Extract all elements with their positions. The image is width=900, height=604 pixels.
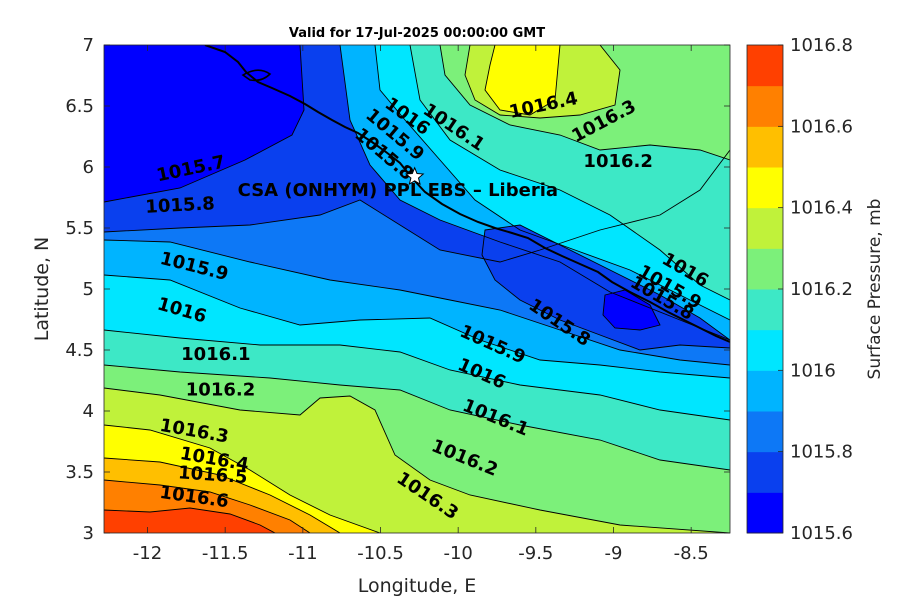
contour-line — [104, 149, 730, 263]
contour-line — [464, 45, 621, 119]
colorbar-swatch — [747, 370, 783, 412]
contour-line — [104, 364, 730, 471]
contour-label: 1016.2 — [583, 151, 652, 172]
x-axis-label: Longitude, E — [358, 575, 477, 597]
colorbar-tick-label: 1016.6 — [790, 116, 853, 137]
colorbar-swatch — [747, 451, 783, 493]
y-tick-label: 6.5 — [65, 96, 94, 117]
colorbar-tick-label: 1015.6 — [790, 523, 853, 544]
contour-line — [339, 45, 730, 341]
x-axis: -12 -11.5 -11 -10.5 -10 -9.5 -9 -8.5 — [133, 45, 709, 564]
y-tick-label: 4.5 — [65, 340, 94, 361]
station-marker: CSA (ONHYM) PPL EBS – Liberia — [238, 166, 558, 201]
colorbar-swatch — [747, 411, 783, 453]
x-tick-label: -10 — [443, 543, 472, 564]
y-tick-label: 7 — [83, 35, 94, 56]
contour-line — [409, 45, 730, 301]
contour-label: 1016.2 — [186, 379, 255, 400]
station-label: CSA (ONHYM) PPL EBS – Liberia — [238, 180, 558, 201]
colorbar-label: Surface Pressure, mb — [865, 199, 885, 380]
colorbar-tick-label: 1016 — [790, 360, 836, 381]
contour-line — [104, 457, 341, 533]
x-tick-label: -9 — [605, 543, 623, 564]
y-tick-label: 5.5 — [65, 218, 94, 239]
y-tick-label: 3.5 — [65, 462, 94, 483]
colorbar-swatch — [747, 167, 783, 209]
x-tick-label: -12 — [133, 543, 162, 564]
x-tick-label: -10.5 — [357, 543, 404, 564]
colorbar-swatch — [747, 492, 783, 534]
pressure-band-1016-7-south — [104, 508, 275, 533]
contour-line — [104, 329, 730, 421]
y-tick-label: 3 — [83, 523, 94, 544]
coastline — [204, 45, 730, 343]
colorbar-swatch — [747, 329, 783, 371]
pressure-band-1015-6 — [104, 45, 304, 202]
y-axis: 3 3.5 4 4.5 5 5.5 6 6.5 7 — [65, 35, 730, 544]
chart-title: Valid for 17-Jul-2025 00:00:00 GMT — [289, 26, 545, 41]
contour-line — [439, 45, 730, 161]
pressure-band-1016-4-east — [485, 45, 560, 115]
colorbar-swatch — [747, 248, 783, 290]
colorbar-swatch — [747, 289, 783, 331]
contour-label: 1016.5 — [177, 462, 248, 488]
contour-line — [104, 239, 730, 366]
contour-line — [374, 45, 730, 321]
contour-line — [104, 387, 730, 533]
contour-label: 1015.8 — [145, 193, 215, 218]
contour-label: 1016.1 — [181, 344, 250, 365]
pressure-band-1015-6-trough — [603, 290, 660, 330]
colorbar-swatch — [747, 126, 783, 168]
x-tick-label: -11.5 — [202, 543, 249, 564]
colorbar-tick-label: 1016.2 — [790, 279, 853, 300]
station-star-icon — [404, 166, 425, 186]
contour-line — [104, 424, 381, 533]
contour-lines — [104, 45, 730, 533]
contour-line — [104, 45, 305, 203]
y-tick-label: 6 — [83, 157, 94, 178]
contour-line — [104, 507, 276, 533]
colorbar-swatch — [747, 85, 783, 127]
x-tick-label: -8.5 — [674, 543, 709, 564]
colorbar: 1015.6 1015.8 1016 1016.2 1016.4 1016.6 1016.8 — [746, 35, 853, 544]
y-tick-label: 4 — [83, 401, 94, 422]
colorbar-tick-label: 1016.4 — [790, 198, 853, 219]
colorbar-tick-label: 1015.8 — [790, 442, 853, 463]
colorbar-swatch — [747, 45, 783, 87]
contour-line — [484, 45, 561, 116]
contour-line — [104, 274, 730, 379]
x-tick-label: -9.5 — [518, 543, 553, 564]
plot-area — [104, 45, 730, 533]
colorbar-swatch — [747, 207, 783, 249]
y-axis-label: Latitude, N — [31, 237, 53, 342]
y-tick-label: 5 — [83, 279, 94, 300]
coastline-island — [241, 69, 272, 82]
contour-line — [104, 479, 311, 533]
colorbar-tick-label: 1016.8 — [790, 35, 853, 56]
contour-line — [481, 224, 730, 351]
x-tick-label: -11 — [288, 543, 317, 564]
